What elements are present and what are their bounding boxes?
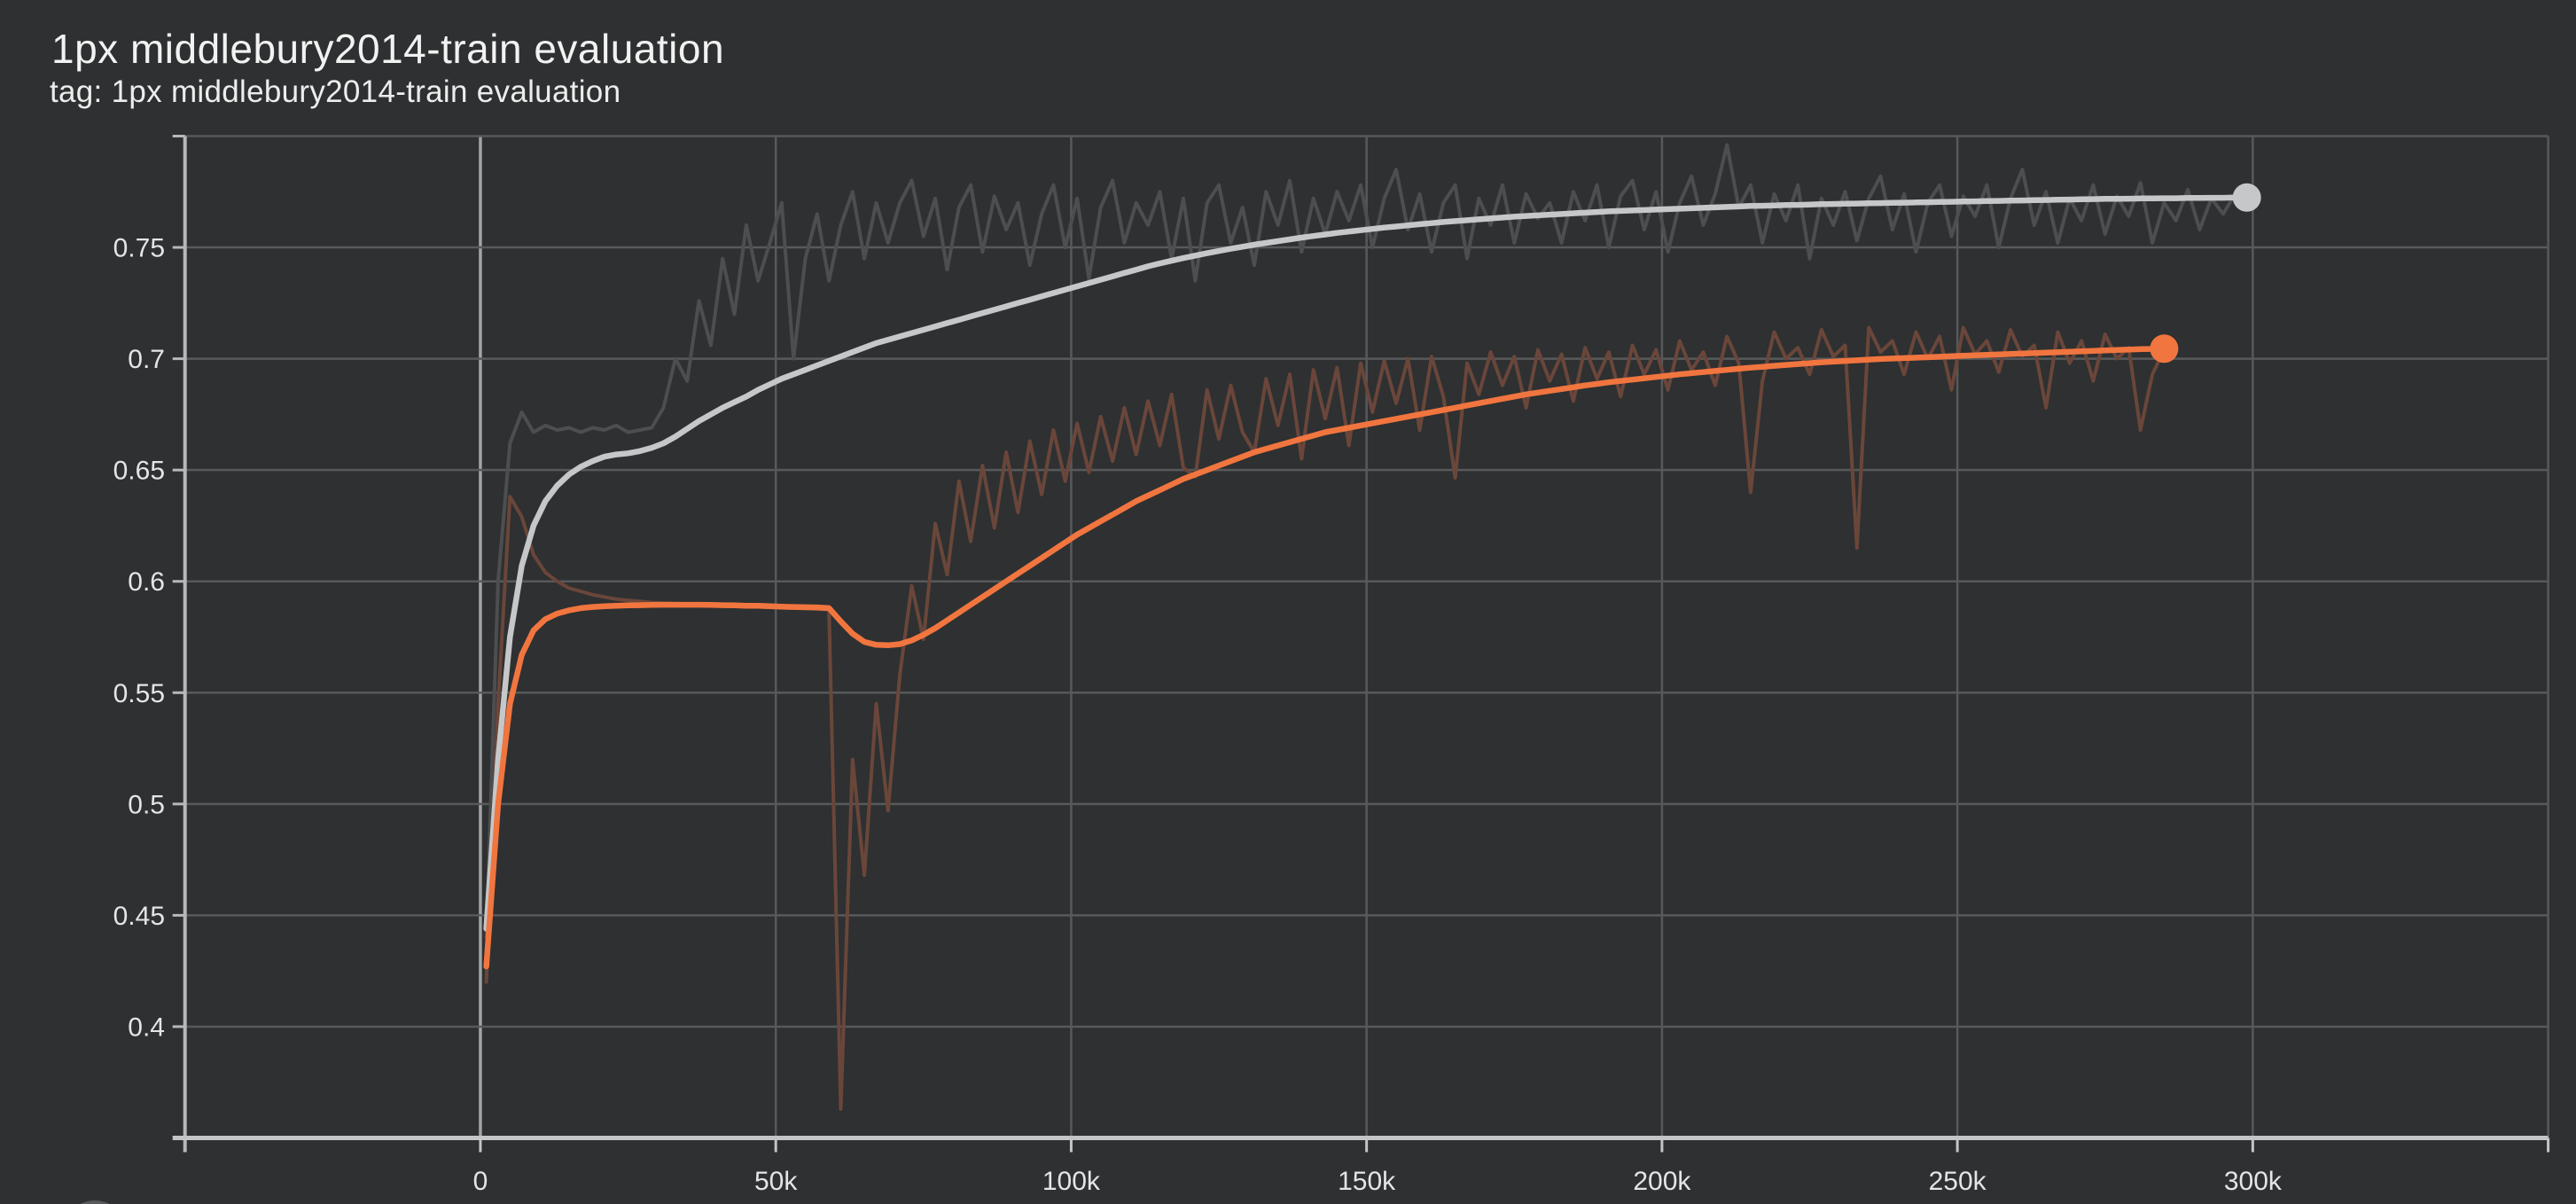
x-tick-label: 0 [473, 1167, 488, 1196]
partial-fab-circle[interactable] [62, 1200, 128, 1204]
axis-lines [172, 136, 2549, 1153]
run-gray-smoothed-path [483, 194, 2250, 932]
series-end-dots [2150, 183, 2261, 364]
axis-ticks [172, 135, 2550, 1153]
x-tick-label: 250k [1929, 1167, 1987, 1196]
series-lines [483, 143, 2250, 1111]
chart-title: 1px middlebury2014-train evaluation [51, 26, 725, 72]
run-gray-smoothed-end-dot [2232, 183, 2261, 212]
chart-tag-subtitle: tag: 1px middlebury2014-train evaluation [50, 74, 621, 109]
y-tick-label: 0.6 [128, 567, 165, 597]
gridlines [184, 135, 2549, 1138]
y-tick-label: 0.45 [113, 902, 165, 931]
run-orange-smoothed-path [483, 346, 2167, 970]
x-tick-label: 300k [2224, 1167, 2283, 1196]
y-tick-label: 0.7 [128, 345, 165, 374]
y-tick-label: 0.65 [113, 457, 165, 486]
y-tick-label: 0.4 [128, 1012, 165, 1042]
run-gray-unsmoothed-path [484, 143, 2249, 940]
x-tick-label: 50k [754, 1167, 798, 1196]
run-orange-unsmoothed-path [484, 325, 2166, 1111]
y-tick-label: 0.5 [128, 790, 165, 819]
y-tick-label: 0.55 [113, 679, 165, 708]
y-tick-label: 0.75 [113, 234, 165, 263]
x-tick-label: 200k [1633, 1167, 1691, 1196]
x-tick-label: 100k [1042, 1167, 1101, 1196]
axis-tick-labels: 0 50k 100k 150k 200k 250k 300k 0.75 0.7 0.65 0.6 0.… [113, 234, 2283, 1196]
x-tick-label: 150k [1338, 1167, 1396, 1196]
run-orange-smoothed-end-dot [2150, 334, 2179, 364]
